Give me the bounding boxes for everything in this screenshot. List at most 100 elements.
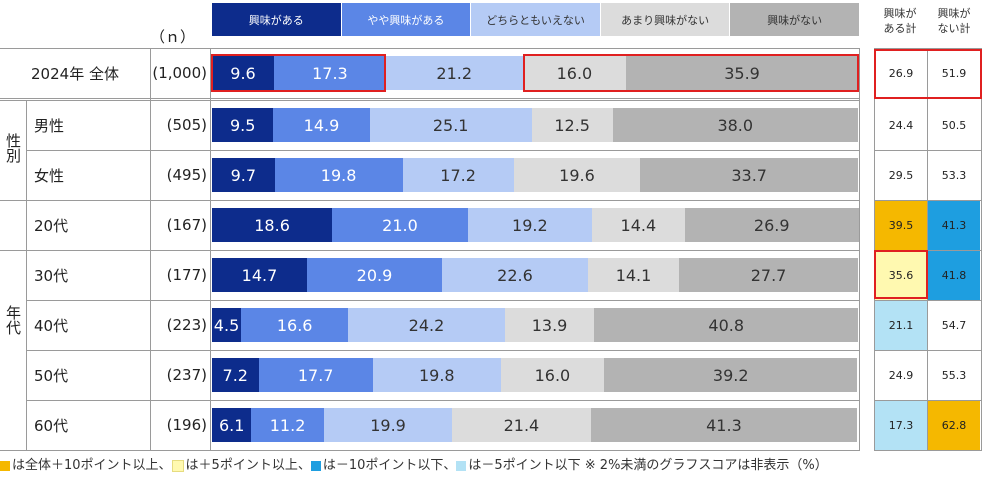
sum-grid-line <box>874 200 982 201</box>
footnote-text: は全体＋10ポイント以上、 <box>12 458 172 473</box>
sum-not-interested-cell: 54.7 <box>928 301 980 350</box>
bar-segment: 19.2 <box>467 208 592 242</box>
sum-grid-line <box>874 300 982 301</box>
grid-line <box>26 400 860 401</box>
sum-grid-line <box>874 250 982 251</box>
sum-grid-line <box>981 48 982 450</box>
sum-interested-cell: 24.4 <box>875 101 927 150</box>
row-label: 女性 <box>34 166 65 185</box>
sum-not-interested-cell: 55.3 <box>928 351 980 400</box>
n-label: (196) <box>166 416 207 434</box>
bar-segment: 11.2 <box>251 408 324 442</box>
bar-segment: 9.5 <box>212 108 274 142</box>
sum-grid-line <box>874 48 982 49</box>
grid-line <box>0 250 860 251</box>
bar-segment: 14.9 <box>273 108 370 142</box>
row-label: 20代 <box>34 216 69 235</box>
grid-line <box>26 100 27 450</box>
bar-segment: 41.3 <box>590 408 858 442</box>
n-label: (167) <box>166 216 207 234</box>
legend-item: あまり興味がない <box>600 3 730 36</box>
bar-segment: 20.9 <box>306 258 442 292</box>
bar-segment: 13.9 <box>504 308 595 342</box>
footnote-color-key <box>0 460 10 471</box>
bar-segment: 24.2 <box>348 308 505 342</box>
bar-segment: 14.1 <box>587 258 680 292</box>
bar-segment: 17.3 <box>274 56 386 90</box>
sum-grid-line <box>874 48 875 450</box>
sum-header-not-interested: 興味が ない計 <box>937 7 971 35</box>
sum-not-interested-cell: 51.9 <box>928 49 980 98</box>
n-label: (1,000) <box>152 64 207 82</box>
bar-segment: 35.9 <box>626 56 858 90</box>
n-label: (495) <box>166 166 207 184</box>
bar-segment: 39.2 <box>604 358 858 392</box>
n-label: (237) <box>166 366 207 384</box>
grid-line <box>0 98 860 99</box>
footnote-text: は＋5ポイント以上、 <box>185 458 311 473</box>
bar-segment: 14.4 <box>591 208 685 242</box>
sum-not-interested-cell: 41.3 <box>928 201 980 250</box>
legend-item: 興味がある <box>212 3 341 36</box>
bar-segment: 19.9 <box>323 408 453 442</box>
grid-line <box>26 300 860 301</box>
bar-segment: 7.2 <box>212 358 259 392</box>
sum-grid-line <box>927 48 928 450</box>
footnote-text: は－5ポイント以下 ※ 2%未満のグラフスコアは非表示（%） <box>468 458 828 473</box>
bar-segment: 38.0 <box>612 108 858 142</box>
bar-segment: 22.6 <box>441 258 588 292</box>
row-label: 40代 <box>34 316 69 335</box>
grid-line <box>0 48 860 49</box>
sum-not-interested-cell: 50.5 <box>928 101 980 150</box>
highlight-frame-summary-30s <box>874 250 928 299</box>
footnote: は全体＋10ポイント以上、 は＋5ポイント以上、 は－10ポイント以下、 は－5ポイン… <box>0 454 828 473</box>
grid-line <box>0 200 860 201</box>
n-label: (505) <box>166 116 207 134</box>
sum-not-interested-cell: 62.8 <box>928 401 980 450</box>
sum-interested-cell: 17.3 <box>875 401 927 450</box>
bar-segment: 21.0 <box>332 208 468 242</box>
footnote-text: は－10ポイント以下、 <box>322 458 457 473</box>
grid-line <box>210 48 211 450</box>
sum-grid-line <box>874 350 982 351</box>
group-label-age: 年代 <box>4 305 22 335</box>
highlight-frame-summary-overall <box>874 49 982 99</box>
sum-grid-line <box>874 400 982 401</box>
bar-segment: 19.8 <box>274 158 403 192</box>
grid-line <box>26 350 860 351</box>
footnote-color-key <box>456 460 467 471</box>
grid-line <box>150 48 151 450</box>
sum-grid-line <box>874 450 982 451</box>
legend-item: やや興味がある <box>341 3 471 36</box>
grid-line <box>26 150 860 151</box>
n-header: （ｎ） <box>150 28 196 46</box>
sum-interested-cell: 39.5 <box>875 201 927 250</box>
bar-segment: 27.7 <box>679 258 858 292</box>
sum-interested-cell: 35.6 <box>875 251 927 300</box>
footnote-color-key <box>310 460 321 471</box>
n-label: (223) <box>166 316 207 334</box>
group-label-gender: 性別 <box>4 133 22 163</box>
bar-segment: 6.1 <box>212 408 252 442</box>
sum-not-interested-cell: 53.3 <box>928 151 980 200</box>
legend-item: 興味がない <box>730 3 859 36</box>
grid-line <box>859 48 860 450</box>
bar-segment: 21.2 <box>385 56 523 90</box>
sum-not-interested-cell: 41.8 <box>928 251 980 300</box>
bar-segment: 4.5 <box>212 308 242 342</box>
bar-segment: 16.0 <box>500 358 605 392</box>
row-label: 30代 <box>34 266 69 285</box>
sum-header-interested: 興味が ある計 <box>883 7 917 35</box>
bar-segment: 9.7 <box>212 158 275 192</box>
bar-segment: 26.9 <box>684 208 859 242</box>
sum-grid-line <box>874 150 982 151</box>
highlight-frame-not-interested <box>522 54 859 92</box>
row-label: 60代 <box>34 416 69 435</box>
bar-segment: 14.7 <box>212 258 307 292</box>
bar-segment: 16.6 <box>241 308 349 342</box>
grid-line <box>0 100 860 101</box>
bar-segment: 40.8 <box>594 308 858 342</box>
bar-segment: 17.7 <box>258 358 373 392</box>
sum-interested-cell: 21.1 <box>875 301 927 350</box>
bar-segment: 18.6 <box>212 208 333 242</box>
